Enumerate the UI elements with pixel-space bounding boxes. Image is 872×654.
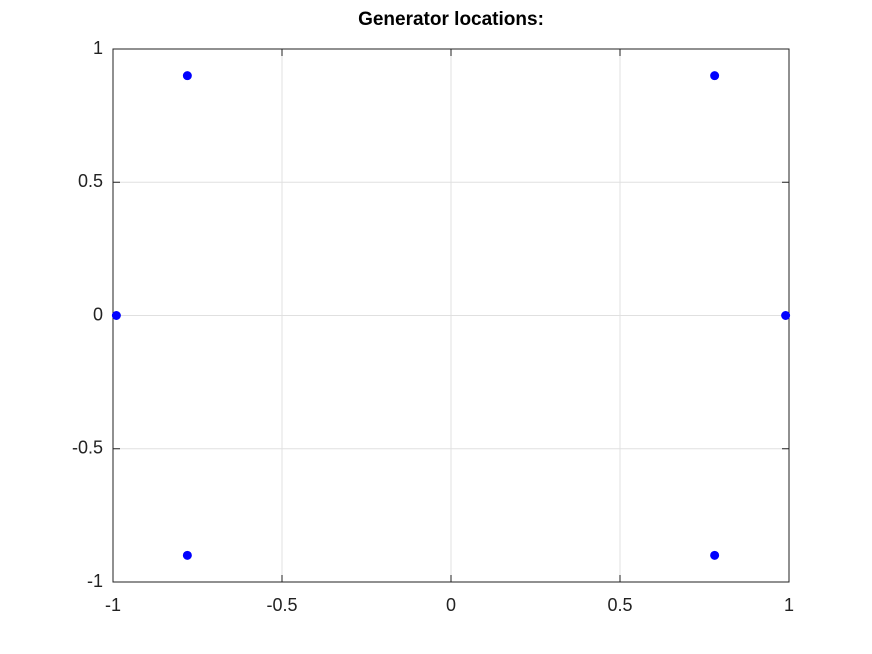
y-tick-label: 0.5 <box>78 171 103 191</box>
y-tick-label: 0 <box>93 304 103 324</box>
y-tick-label: 1 <box>93 38 103 58</box>
chart-title: Generator locations: <box>358 9 544 30</box>
point <box>710 550 720 560</box>
x-tick-label: -0.5 <box>266 595 297 615</box>
x-tick-label: -1 <box>105 595 121 615</box>
point <box>182 71 192 81</box>
y-tick-label: -1 <box>87 571 103 591</box>
point <box>111 311 121 320</box>
point <box>781 311 791 320</box>
x-tick-label: 1 <box>784 595 794 615</box>
y-tick-label: -0.5 <box>72 438 103 458</box>
point <box>710 71 720 81</box>
x-tick-label: 0.5 <box>607 595 632 615</box>
point <box>182 550 192 560</box>
x-tick-label: 0 <box>446 595 456 615</box>
